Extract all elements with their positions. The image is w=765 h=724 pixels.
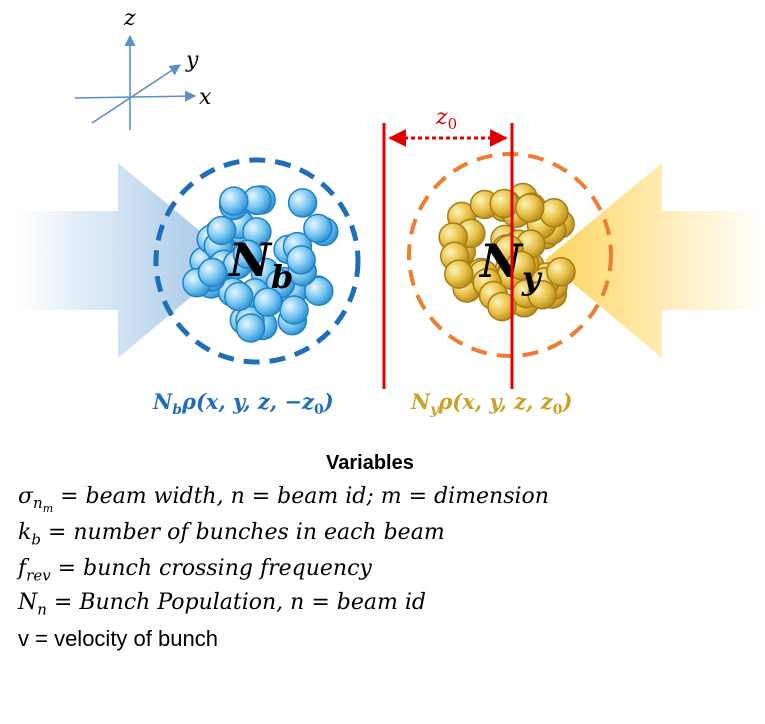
particle xyxy=(527,280,557,310)
particle xyxy=(232,239,263,269)
particle xyxy=(287,188,318,218)
blue-density-formula: Nbρ(x, y, z, −z0) xyxy=(152,389,334,418)
y-axis xyxy=(91,64,181,124)
yellow-density-formula: Nyρ(x, y, z, z0) xyxy=(410,389,572,418)
variable-v: v = velocity of bunch xyxy=(18,626,218,651)
particle xyxy=(303,213,333,244)
blue-beam-arrow xyxy=(16,163,235,358)
variable-kb: kb = number of bunches in each beam xyxy=(18,520,445,549)
coordinate-axes: z y x xyxy=(74,6,212,130)
yellow-bunch-ring xyxy=(407,152,613,358)
variables-title: Variables xyxy=(326,452,414,474)
variable-sigma: σnm = beam width, n = beam id; m = dimen… xyxy=(18,484,549,516)
yellow-beam-arrow xyxy=(545,163,764,358)
variable-nn: Nn = Bunch Population, n = beam id xyxy=(18,590,426,619)
variable-frev: frev = bunch crossing frequency xyxy=(18,556,372,585)
separation-label: z0 xyxy=(435,105,457,133)
particle xyxy=(279,295,309,325)
particle xyxy=(235,313,266,343)
particle xyxy=(444,259,474,289)
particle xyxy=(304,276,334,306)
particle xyxy=(487,291,517,322)
particle xyxy=(514,193,545,223)
yellow-bunch-label: Ny xyxy=(478,234,543,297)
particle xyxy=(539,198,569,228)
particle xyxy=(546,257,576,287)
particle xyxy=(286,245,316,275)
particle xyxy=(219,186,249,216)
particle xyxy=(224,281,254,312)
particle xyxy=(489,188,519,219)
y-axis-label: y xyxy=(185,48,199,73)
blue-bunch-particles xyxy=(182,185,339,343)
x-axis-label: x xyxy=(199,85,212,110)
x-axis xyxy=(74,90,197,102)
blue-bunch-label: Nb xyxy=(227,233,293,296)
blue-bunch-ring xyxy=(153,157,361,365)
particle xyxy=(506,250,536,281)
particle xyxy=(253,287,283,317)
particle xyxy=(206,215,237,246)
particle xyxy=(197,257,228,288)
z-axis-label: z xyxy=(123,6,136,31)
